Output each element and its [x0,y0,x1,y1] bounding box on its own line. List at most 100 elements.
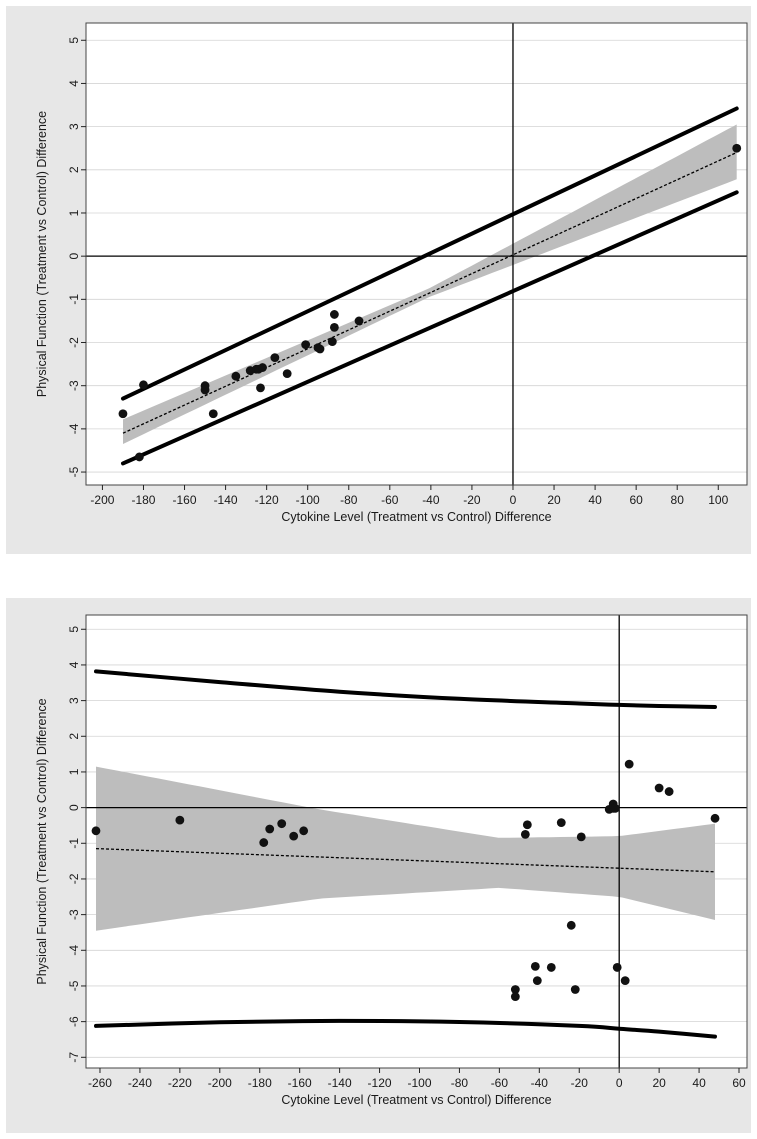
x-tick-label: -40 [422,493,440,507]
y-tick-label: -5 [67,980,81,991]
x-tick-label: -100 [296,493,320,507]
data-point [289,831,299,841]
data-point [118,409,128,419]
y-tick-label: 4 [67,80,81,87]
x-tick-label: -120 [368,1076,392,1090]
y-tick-label: 1 [67,209,81,216]
x-tick-label: -160 [173,493,197,507]
data-point [732,143,742,153]
x-tick-label: 60 [629,493,643,507]
data-point [277,819,287,829]
chart-panel-top: 5 4 3 2 1 0 -1 -2 -3 -4 -5 -200 -180 -160 -140 -120 -100… [6,6,751,554]
x-tick-label: -40 [531,1076,549,1090]
y-tick-label: -6 [67,1016,81,1027]
y-tick-label: -2 [67,873,81,884]
data-point [556,818,566,827]
confidence-band [123,124,737,444]
x-tick-label: -140 [328,1076,352,1090]
data-point [265,824,275,834]
data-point [576,832,586,842]
y-tick-label: 3 [67,697,81,704]
data-point [134,452,144,462]
x-tick-label: -60 [491,1076,509,1090]
x-tick-label: -120 [255,493,279,507]
data-point [259,838,269,847]
x-tick-label: 60 [732,1076,746,1090]
data-point [354,316,364,326]
y-tick-label: -4 [67,945,81,956]
x-tick-label: -200 [208,1076,232,1090]
x-axis-title: Cytokine Level (Treatment vs Control) Di… [281,510,551,524]
y-tick-label: -2 [67,337,81,348]
x-tick-label: -140 [214,493,238,507]
y-axis-title: Physical Function (Treatment vs Control)… [35,698,49,984]
x-tick-label: 40 [692,1076,706,1090]
y-tick-label: 5 [67,37,81,44]
plot-content [86,615,747,1068]
data-point [624,759,634,769]
data-point [710,813,720,823]
y-tick-label: 2 [67,733,81,740]
data-point [520,829,530,839]
x-tick-label: 100 [708,493,728,507]
y-tick-label: -3 [67,909,81,920]
data-point [530,961,540,971]
plot-area [86,23,747,485]
y-tick-label: -4 [67,423,81,434]
data-point [510,985,520,994]
x-tick-label: -80 [340,493,358,507]
data-point [91,826,101,836]
x-tick-label: 0 [616,1076,623,1090]
data-point [200,385,210,395]
x-tick-label: 20 [547,493,561,507]
y-tick-label: 5 [67,626,81,633]
prediction-lower-line [94,1018,717,1039]
x-tick-label: -100 [407,1076,431,1090]
data-point [610,803,620,813]
data-point [620,976,630,986]
data-point [654,783,664,793]
data-point [231,371,241,381]
data-point [522,820,532,830]
plot-content [86,23,747,485]
plot-frame [85,614,748,1069]
fit-line [95,847,716,873]
x-tick-label: -180 [131,493,155,507]
y-tick-label: 0 [67,253,81,260]
prediction-lower-line [121,190,739,466]
x-tick-label: 20 [652,1076,666,1090]
x-tick-label: 80 [671,493,685,507]
x-tick-label: -200 [90,493,114,507]
data-point [664,787,674,796]
data-point [315,344,325,354]
y-tick-label: -1 [67,294,81,305]
data-point [258,363,267,372]
plot-frame [85,22,748,486]
y-axis-title: Physical Function (Treatment vs Control)… [35,111,49,397]
fit-line [122,151,737,434]
data-point [208,409,218,419]
data-point [612,963,622,972]
x-tick-label: -220 [168,1076,192,1090]
data-point [282,369,292,379]
x-tick-label: -20 [571,1076,589,1090]
y-tick-label: -3 [67,380,81,391]
prediction-upper-line [94,669,717,709]
data-point [329,310,339,319]
x-tick-label: 0 [510,493,517,507]
data-point [570,985,580,994]
data-point [270,353,280,363]
data-point [301,340,311,350]
chart-panel-bottom: 5 4 3 2 1 0 -1 -2 -3 -4 -5 -6 -7 -260 -240 -220 -200 -180… [6,598,751,1133]
x-tick-label: -240 [128,1076,152,1090]
y-tick-label: 4 [67,661,81,668]
x-tick-label: -160 [288,1076,312,1090]
y-tick-label: -5 [67,466,81,477]
x-tick-label: -260 [88,1076,112,1090]
data-point [175,815,185,825]
data-point [532,976,542,986]
data-point [566,920,576,930]
data-point [327,337,337,347]
